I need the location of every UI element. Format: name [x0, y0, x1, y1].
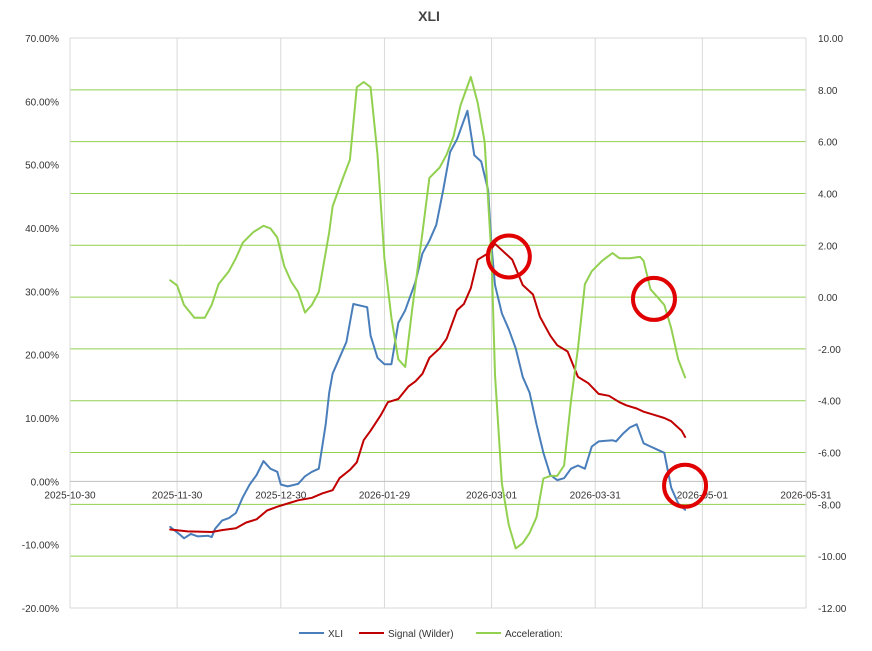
annotation-circle [630, 275, 677, 322]
left-tick-label: 30.00% [25, 287, 59, 298]
axes [69, 37, 807, 609]
x-tick-label: 2026-03-01 [466, 490, 518, 501]
left-tick-label: 70.00% [25, 34, 59, 45]
right-tick-label: 8.00 [818, 86, 838, 97]
chart-title: XLI [418, 8, 440, 24]
annotation-circle [662, 462, 709, 509]
left-tick-label: 40.00% [25, 224, 59, 235]
right-tick-label: 4.00 [818, 189, 838, 200]
right-tick-label: -12.00 [818, 604, 847, 615]
left-tick-label: 20.00% [25, 351, 59, 362]
annotation-circle [485, 233, 532, 280]
legend-label: Acceleration: [505, 629, 563, 640]
left-tick-label: -10.00% [22, 541, 59, 552]
left-tick-label: 50.00% [25, 161, 59, 172]
left-tick-label: 0.00% [31, 477, 59, 488]
series-line [169, 242, 687, 533]
series-lines [169, 75, 687, 550]
series-line [169, 109, 687, 540]
right-tick-label: -10.00 [818, 552, 847, 563]
left-tick-label: -20.00% [22, 604, 59, 615]
legend-label: Signal (Wilder) [388, 629, 454, 640]
right-axis-ticks: -12.00 -10.00 -8.00 -6.00 -4.00 -2.00 0.00 2.00… [818, 34, 847, 615]
x-tick-label: 2026-03-31 [570, 490, 622, 501]
right-tick-label: 6.00 [818, 138, 838, 149]
right-tick-label: 2.00 [818, 241, 838, 252]
x-tick-label: 2025-10-30 [44, 490, 96, 501]
right-tick-label: -4.00 [818, 397, 841, 408]
right-tick-label: -6.00 [818, 449, 841, 460]
x-tick-label: 2025-12-30 [255, 490, 307, 501]
left-tick-label: 10.00% [25, 414, 59, 425]
left-axis-ticks: -20.00% -10.00% 0.00% 10.00% 20.00% 30.00% 40.… [22, 34, 59, 615]
right-tick-label: -8.00 [818, 500, 841, 511]
x-axis-ticks: 2025-10-30 2025-11-30 2025-12-30 2026-01-29… [44, 490, 832, 501]
x-tick-label: 2026-05-31 [780, 490, 832, 501]
legend: XLI Signal (Wilder) Acceleration: [299, 629, 563, 640]
legend-label: XLI [328, 629, 343, 640]
right-tick-label: 0.00 [818, 293, 838, 304]
series-line [169, 75, 687, 550]
annotation-circles [485, 233, 709, 509]
x-tick-label: 2026-01-29 [359, 490, 411, 501]
left-tick-label: 60.00% [25, 97, 59, 108]
right-tick-label: -2.00 [818, 345, 841, 356]
gridlines [70, 38, 807, 608]
x-tick-label: 2025-11-30 [152, 490, 203, 501]
right-tick-label: 10.00 [818, 34, 843, 45]
